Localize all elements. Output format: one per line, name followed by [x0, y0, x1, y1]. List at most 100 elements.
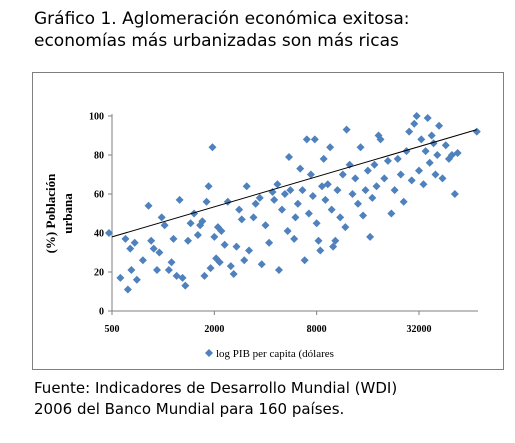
data-point: [193, 230, 202, 239]
y-tick-label: 20: [94, 268, 104, 279]
data-point: [242, 182, 251, 191]
y-tick-label: 60: [94, 190, 104, 201]
trend-line: [111, 129, 477, 238]
data-point: [273, 180, 282, 189]
source-line-2: 2006 del Banco Mundial para 160 países.: [34, 400, 345, 418]
scatter-chart: 0 20 40 60 80 100 500 2000 8000 32000 (%) Població…: [43, 112, 481, 360]
data-point: [104, 229, 113, 237]
data-point: [314, 236, 323, 245]
data-point: [421, 147, 430, 156]
data-point: [277, 205, 286, 214]
data-point: [144, 201, 153, 210]
data-point: [261, 221, 270, 230]
source-line-1: Fuente: Indicadores de Desarrollo Mundia…: [34, 379, 398, 397]
data-point: [304, 209, 313, 218]
data-point: [240, 256, 249, 265]
data-point: [149, 244, 158, 253]
data-point: [249, 213, 258, 222]
y-tick-label: 0: [99, 307, 104, 318]
data-point: [326, 143, 335, 152]
data-point: [453, 149, 462, 158]
data-point: [126, 244, 135, 253]
data-point: [198, 217, 207, 226]
data-point: [407, 176, 416, 185]
data-point: [308, 191, 317, 200]
data-point: [155, 248, 164, 257]
data-point: [351, 174, 360, 183]
data-point: [153, 266, 162, 275]
data-point: [361, 186, 370, 195]
data-point: [329, 242, 338, 251]
data-point: [290, 234, 299, 243]
data-point: [363, 166, 372, 175]
data-point: [419, 180, 428, 189]
y-tick-label: 100: [89, 112, 104, 123]
data-point: [274, 266, 283, 275]
data-point: [331, 236, 340, 245]
data-point: [181, 281, 190, 290]
data-point: [370, 160, 379, 169]
data-point: [316, 246, 325, 255]
data-point: [184, 236, 193, 245]
data-point: [387, 209, 396, 218]
data-point: [245, 246, 254, 255]
data-point: [300, 256, 309, 265]
data-point: [353, 199, 362, 208]
data-point: [200, 271, 209, 280]
chart-title-line-1: Gráfico 1. Aglomeración económica exitos…: [34, 9, 410, 29]
data-point: [405, 127, 414, 136]
x-tick-label: 500: [105, 324, 120, 335]
data-point: [280, 190, 289, 198]
data-point: [433, 151, 442, 159]
data-point: [306, 170, 315, 179]
y-axis-label-line-2: urbana: [60, 193, 75, 234]
chart-frame: 0 20 40 60 80 100 500 2000 8000 32000 (%) Població…: [32, 72, 504, 370]
legend-marker: [205, 349, 213, 357]
data-point: [229, 269, 238, 278]
data-point: [283, 227, 292, 236]
data-point: [383, 156, 392, 165]
data-point: [327, 205, 336, 214]
data-point: [190, 209, 199, 218]
data-point: [368, 193, 377, 202]
chart-title-line-2: economías más urbanizadas son más ricas: [34, 31, 399, 51]
data-point: [251, 199, 260, 208]
data-point: [232, 242, 241, 251]
data-point: [202, 197, 211, 206]
data-point: [130, 238, 139, 247]
data-point: [270, 195, 279, 204]
data-point: [415, 166, 423, 175]
data-point: [338, 170, 347, 179]
data-point: [341, 223, 350, 232]
source-note: Fuente: Indicadores de Desarrollo Mundia…: [34, 378, 504, 420]
y-tick-label: 80: [94, 151, 104, 162]
y-axis-label-line-1: (%) Población: [43, 173, 58, 254]
data-point: [127, 266, 136, 275]
data-point: [208, 143, 217, 152]
data-point: [220, 240, 229, 249]
data-point: [147, 236, 156, 245]
data-point: [164, 266, 173, 275]
data-point: [310, 135, 319, 144]
data-point: [348, 190, 357, 198]
data-point: [210, 232, 219, 241]
data-point: [217, 227, 226, 236]
data-point: [175, 195, 184, 204]
data-point: [441, 141, 450, 150]
data-point: [444, 154, 453, 163]
data-point: [298, 186, 307, 195]
data-point: [402, 147, 411, 156]
data-point: [204, 182, 213, 191]
data-point: [380, 174, 389, 183]
data-point: [435, 121, 444, 130]
data-point: [321, 195, 330, 204]
data-point: [425, 158, 434, 167]
data-point: [410, 119, 419, 128]
data-point: [255, 193, 264, 202]
data-point: [123, 285, 132, 294]
data-point: [293, 199, 302, 208]
data-point: [296, 164, 305, 173]
data-point: [291, 213, 300, 222]
data-point: [312, 219, 321, 228]
data-point: [427, 131, 436, 140]
